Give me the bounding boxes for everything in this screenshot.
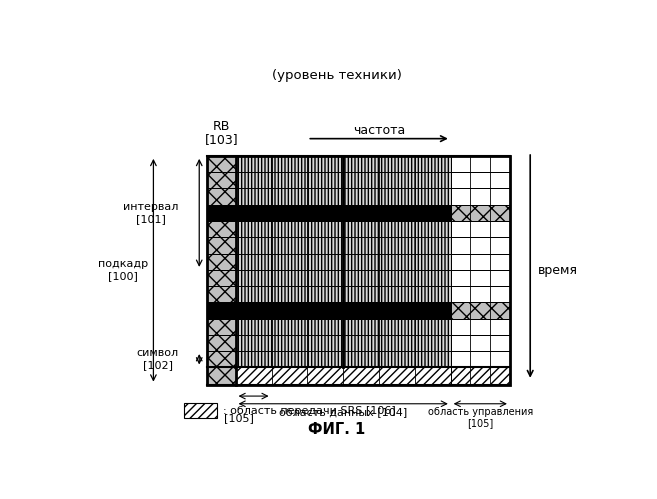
Bar: [207, 189, 236, 205]
Bar: [236, 286, 451, 302]
Bar: [236, 318, 451, 335]
Bar: [451, 302, 510, 318]
Bar: [207, 172, 236, 189]
Bar: [451, 286, 510, 302]
Text: (уровень техники): (уровень техники): [272, 69, 401, 82]
Bar: [236, 270, 451, 286]
Bar: [207, 335, 236, 351]
Text: подкадр
[100]: подкадр [100]: [98, 259, 148, 281]
Bar: [451, 189, 510, 205]
Text: [103]: [103]: [204, 133, 238, 146]
Bar: [207, 221, 236, 237]
Text: ФИГ. 1: ФИГ. 1: [308, 422, 365, 437]
Bar: [207, 351, 236, 367]
Text: интервал
[101]: интервал [101]: [124, 202, 179, 224]
Bar: [451, 253, 510, 270]
Bar: [207, 270, 236, 286]
Bar: [236, 156, 451, 172]
Bar: [451, 172, 510, 189]
Text: символ
[102]: символ [102]: [137, 348, 179, 370]
Text: область управления
[105]: область управления [105]: [428, 407, 533, 429]
Bar: [451, 367, 510, 385]
Bar: [236, 253, 451, 270]
Bar: [236, 205, 451, 221]
Bar: [207, 302, 236, 318]
Bar: [184, 403, 217, 418]
Bar: [207, 253, 236, 270]
Text: [105]: [105]: [224, 413, 254, 423]
Bar: [236, 172, 451, 189]
Bar: [207, 156, 236, 172]
Bar: [236, 237, 451, 253]
Bar: [236, 221, 451, 237]
Text: частота: частота: [353, 124, 405, 137]
Bar: [451, 221, 510, 237]
Text: RB: RB: [213, 120, 230, 133]
Bar: [451, 335, 510, 351]
Bar: [451, 237, 510, 253]
Text: область данных [104]: область данных [104]: [279, 407, 407, 417]
Bar: [451, 156, 510, 172]
Bar: [207, 205, 236, 221]
Bar: [236, 367, 451, 385]
Bar: [451, 205, 510, 221]
Bar: [451, 351, 510, 367]
Text: : область передачи SRS [106]: : область передачи SRS [106]: [223, 406, 396, 416]
Bar: [207, 286, 236, 302]
Bar: [207, 156, 510, 385]
Bar: [451, 318, 510, 335]
Bar: [236, 351, 451, 367]
Bar: [236, 335, 451, 351]
Bar: [451, 270, 510, 286]
Bar: [236, 302, 451, 318]
Bar: [207, 237, 236, 253]
Bar: [207, 367, 236, 385]
Text: время: время: [538, 264, 578, 277]
Bar: [236, 189, 451, 205]
Bar: [207, 318, 236, 335]
